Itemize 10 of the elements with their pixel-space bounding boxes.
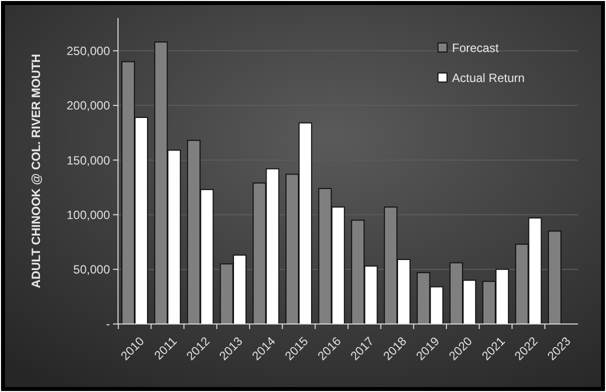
legend-label: Forecast bbox=[452, 41, 500, 56]
y-tick-label: 50,000 bbox=[73, 262, 110, 277]
bar bbox=[548, 230, 562, 324]
y-axis-title: ADULT CHINOOK @ COL. RIVER MOUTH bbox=[29, 54, 43, 288]
y-tick-label: 100,000 bbox=[66, 208, 110, 222]
legend-label: Actual Return bbox=[452, 71, 525, 86]
y-tick-label: 150,000 bbox=[66, 153, 110, 168]
y-tick-label: 200,000 bbox=[66, 98, 110, 113]
y-tick-label: - bbox=[106, 317, 110, 332]
y-tick-label: 250,000 bbox=[66, 44, 110, 58]
